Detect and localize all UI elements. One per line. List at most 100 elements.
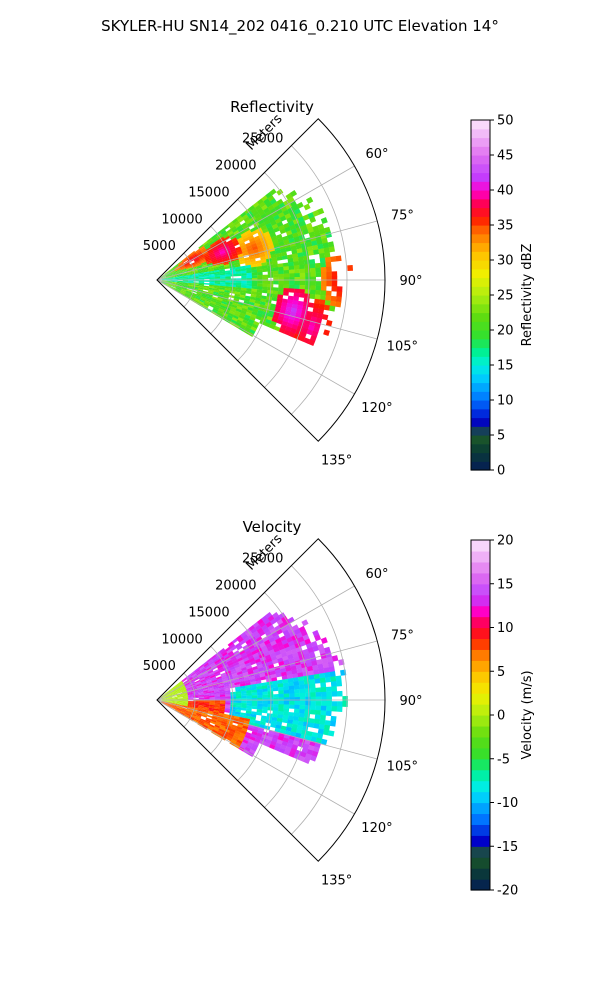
echo-gate bbox=[271, 223, 279, 230]
echo-gate bbox=[277, 291, 284, 296]
echo-gate bbox=[324, 676, 332, 683]
colorbar-tick-label: 20 bbox=[497, 534, 514, 549]
colorbar-band bbox=[471, 146, 490, 156]
echo-gate bbox=[233, 312, 240, 318]
echo-gate bbox=[245, 687, 252, 691]
echo-gate bbox=[271, 643, 279, 650]
echo-gate bbox=[211, 245, 218, 251]
echo-gate bbox=[286, 722, 293, 728]
echo-gate bbox=[243, 736, 250, 742]
echo-gate bbox=[257, 697, 263, 701]
echo-gate bbox=[278, 622, 286, 629]
echo-gate bbox=[298, 256, 305, 262]
echo-gate bbox=[182, 698, 189, 700]
echo-gate bbox=[220, 696, 226, 699]
echo-gate bbox=[219, 227, 226, 234]
echo-gate bbox=[276, 188, 284, 196]
echo-gate bbox=[309, 683, 316, 689]
echo-gate bbox=[251, 323, 259, 329]
echo-gate bbox=[313, 326, 320, 333]
echo-gate bbox=[208, 707, 215, 711]
echo-gate bbox=[204, 697, 210, 700]
echo-gate bbox=[231, 670, 238, 675]
echo-gate bbox=[305, 276, 311, 282]
echo-gate bbox=[209, 273, 215, 277]
echo-gate bbox=[262, 700, 269, 705]
echo-gate bbox=[182, 278, 189, 280]
echo-gate bbox=[315, 281, 322, 287]
echo-gate bbox=[287, 677, 294, 683]
echo-gate bbox=[288, 261, 294, 267]
echo-gate bbox=[160, 274, 166, 278]
echo-gate bbox=[312, 629, 320, 637]
echo-gate bbox=[264, 742, 271, 748]
echo-gate bbox=[292, 720, 299, 726]
azimuth-tick-label: 75° bbox=[391, 208, 414, 223]
echo-gate bbox=[190, 713, 197, 717]
echo-gate bbox=[320, 262, 327, 268]
echo-gate bbox=[272, 683, 279, 689]
echo-gate bbox=[258, 630, 266, 637]
echo-gate bbox=[203, 688, 209, 692]
echo-gate bbox=[234, 684, 241, 688]
echo-gate bbox=[299, 288, 306, 294]
echo-gate bbox=[237, 253, 244, 258]
echo-gate bbox=[203, 706, 210, 710]
echo-gate bbox=[259, 201, 266, 208]
echo-gate bbox=[315, 317, 323, 324]
echo-gate bbox=[206, 261, 213, 265]
echo-gate bbox=[304, 289, 311, 295]
echo-gate bbox=[285, 306, 292, 312]
echo-gate bbox=[209, 242, 216, 248]
echo-gate bbox=[182, 274, 189, 277]
echo-gate bbox=[249, 675, 256, 680]
echo-gate bbox=[251, 283, 258, 287]
colorbar-band bbox=[471, 268, 490, 279]
echo-gate bbox=[319, 252, 326, 259]
echo-gate bbox=[283, 697, 290, 702]
echo-gate bbox=[168, 267, 174, 272]
echo-gate bbox=[208, 706, 215, 709]
echo-gate bbox=[313, 303, 320, 309]
echo-gate bbox=[214, 252, 221, 257]
echo-gate bbox=[254, 624, 262, 631]
echo-gate bbox=[182, 694, 189, 697]
echo-gate bbox=[252, 728, 259, 733]
echo-gate bbox=[330, 676, 337, 683]
echo-gate bbox=[244, 259, 251, 264]
echo-gate bbox=[225, 696, 231, 699]
echo-gate bbox=[323, 247, 330, 254]
echo-gate bbox=[182, 273, 188, 276]
echo-gate bbox=[165, 273, 172, 277]
echo-gate bbox=[257, 729, 264, 735]
echo-gate bbox=[321, 281, 327, 287]
echo-gate bbox=[177, 694, 183, 697]
echo-gate bbox=[335, 255, 342, 262]
echo-gate bbox=[263, 207, 270, 214]
echo-gate bbox=[269, 207, 277, 215]
echo-gate bbox=[180, 685, 186, 690]
echo-gate bbox=[171, 285, 177, 289]
echo-gate bbox=[304, 705, 311, 710]
echo-gate bbox=[210, 244, 217, 249]
echo-gate bbox=[299, 704, 306, 710]
echo-gate bbox=[261, 295, 267, 300]
echo-gate bbox=[323, 646, 331, 654]
echo-gate bbox=[270, 320, 277, 327]
echo-gate bbox=[290, 307, 298, 313]
echo-gate bbox=[249, 227, 257, 233]
colorbar-band bbox=[471, 846, 490, 858]
echo-gate bbox=[230, 248, 237, 253]
echo-gate bbox=[258, 210, 266, 217]
echo-gate bbox=[234, 264, 241, 268]
echo-gate bbox=[243, 316, 250, 322]
echo-gate bbox=[319, 714, 326, 721]
echo-gate bbox=[306, 730, 313, 737]
echo-gate bbox=[233, 661, 240, 667]
echo-gate bbox=[213, 684, 219, 688]
echo-gate bbox=[320, 682, 327, 688]
echo-gate bbox=[266, 213, 274, 220]
echo-gate bbox=[275, 637, 282, 644]
echo-gate bbox=[184, 713, 190, 718]
